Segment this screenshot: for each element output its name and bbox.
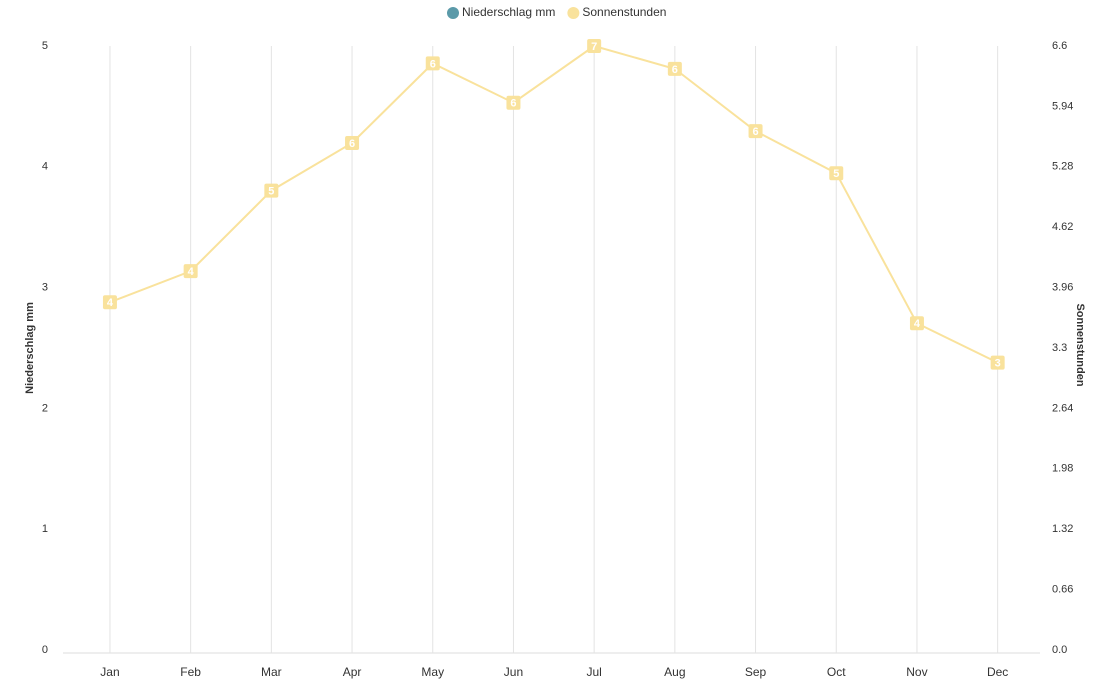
point-marker [909,316,924,331]
point-marker [264,183,279,198]
x-tick-label: Jun [504,665,523,679]
legend-swatch [447,7,459,19]
y2-axis-title: Sonnenstunden [1074,303,1086,386]
point-marker [587,39,602,53]
data-label: 6 [672,64,678,76]
y2-tick-label: 1.98 [1052,463,1073,475]
data-label: 4 [107,297,114,309]
y2-tick-label: 4.62 [1052,221,1073,233]
x-tick-label: Nov [906,665,927,679]
x-tick-label: Oct [827,665,846,679]
y2-tick-label: 0.66 [1052,584,1073,596]
y-tick-label: 3 [42,282,48,294]
legend-label: Sonnenstunden [582,5,666,19]
y-tick-label: 5 [42,40,48,52]
data-label: 5 [268,186,274,198]
y2-tick-label: 0.0 [1052,644,1067,656]
point-marker [829,166,844,181]
legend-swatch [567,7,580,19]
x-tick-label: Dec [987,665,1008,679]
y-tick-label: 1 [42,523,48,535]
data-label: 4 [914,318,921,330]
data-label: 6 [752,126,758,138]
y-tick-label: 4 [42,161,48,173]
x-tick-label: Sep [745,665,767,679]
x-tick-label: Apr [343,665,362,679]
y2-tick-label: 6.6 [1052,40,1067,52]
data-label: 6 [510,98,516,110]
data-label: 6 [430,58,436,70]
data-label: 6 [349,138,355,150]
x-tick-label: Aug [664,665,685,679]
y2-tick-label: 2.64 [1052,402,1073,414]
x-tick-label: Feb [180,665,201,679]
y2-tick-label: 5.28 [1052,161,1073,173]
data-label: 7 [591,41,597,53]
point-marker [102,295,117,310]
x-tick-label: Mar [261,665,282,679]
point-marker [990,355,1005,370]
y2-tick-label: 3.96 [1052,282,1073,294]
point-marker [748,124,763,139]
point-marker [345,136,360,151]
series-line [109,44,999,364]
y2-tick-label: 1.32 [1052,523,1073,535]
y-axis-title: Niederschlag mm [24,302,36,394]
x-tick-label: Jul [586,665,601,679]
point-marker [183,264,198,279]
x-tick-label: Jan [100,665,119,679]
point-marker [425,56,440,71]
y2-tick-label: 5.94 [1052,100,1073,112]
data-label: 5 [833,168,839,180]
data-label: 4 [188,266,195,278]
legend-label: Niederschlag mm [462,5,555,19]
data-label: 3 [995,358,1001,370]
x-tick-label: May [421,665,444,679]
point-marker [506,95,521,110]
y-tick-label: 2 [42,402,48,414]
y-tick-label: 0 [42,644,48,656]
point-marker [667,61,682,76]
y2-tick-label: 3.3 [1052,342,1067,354]
